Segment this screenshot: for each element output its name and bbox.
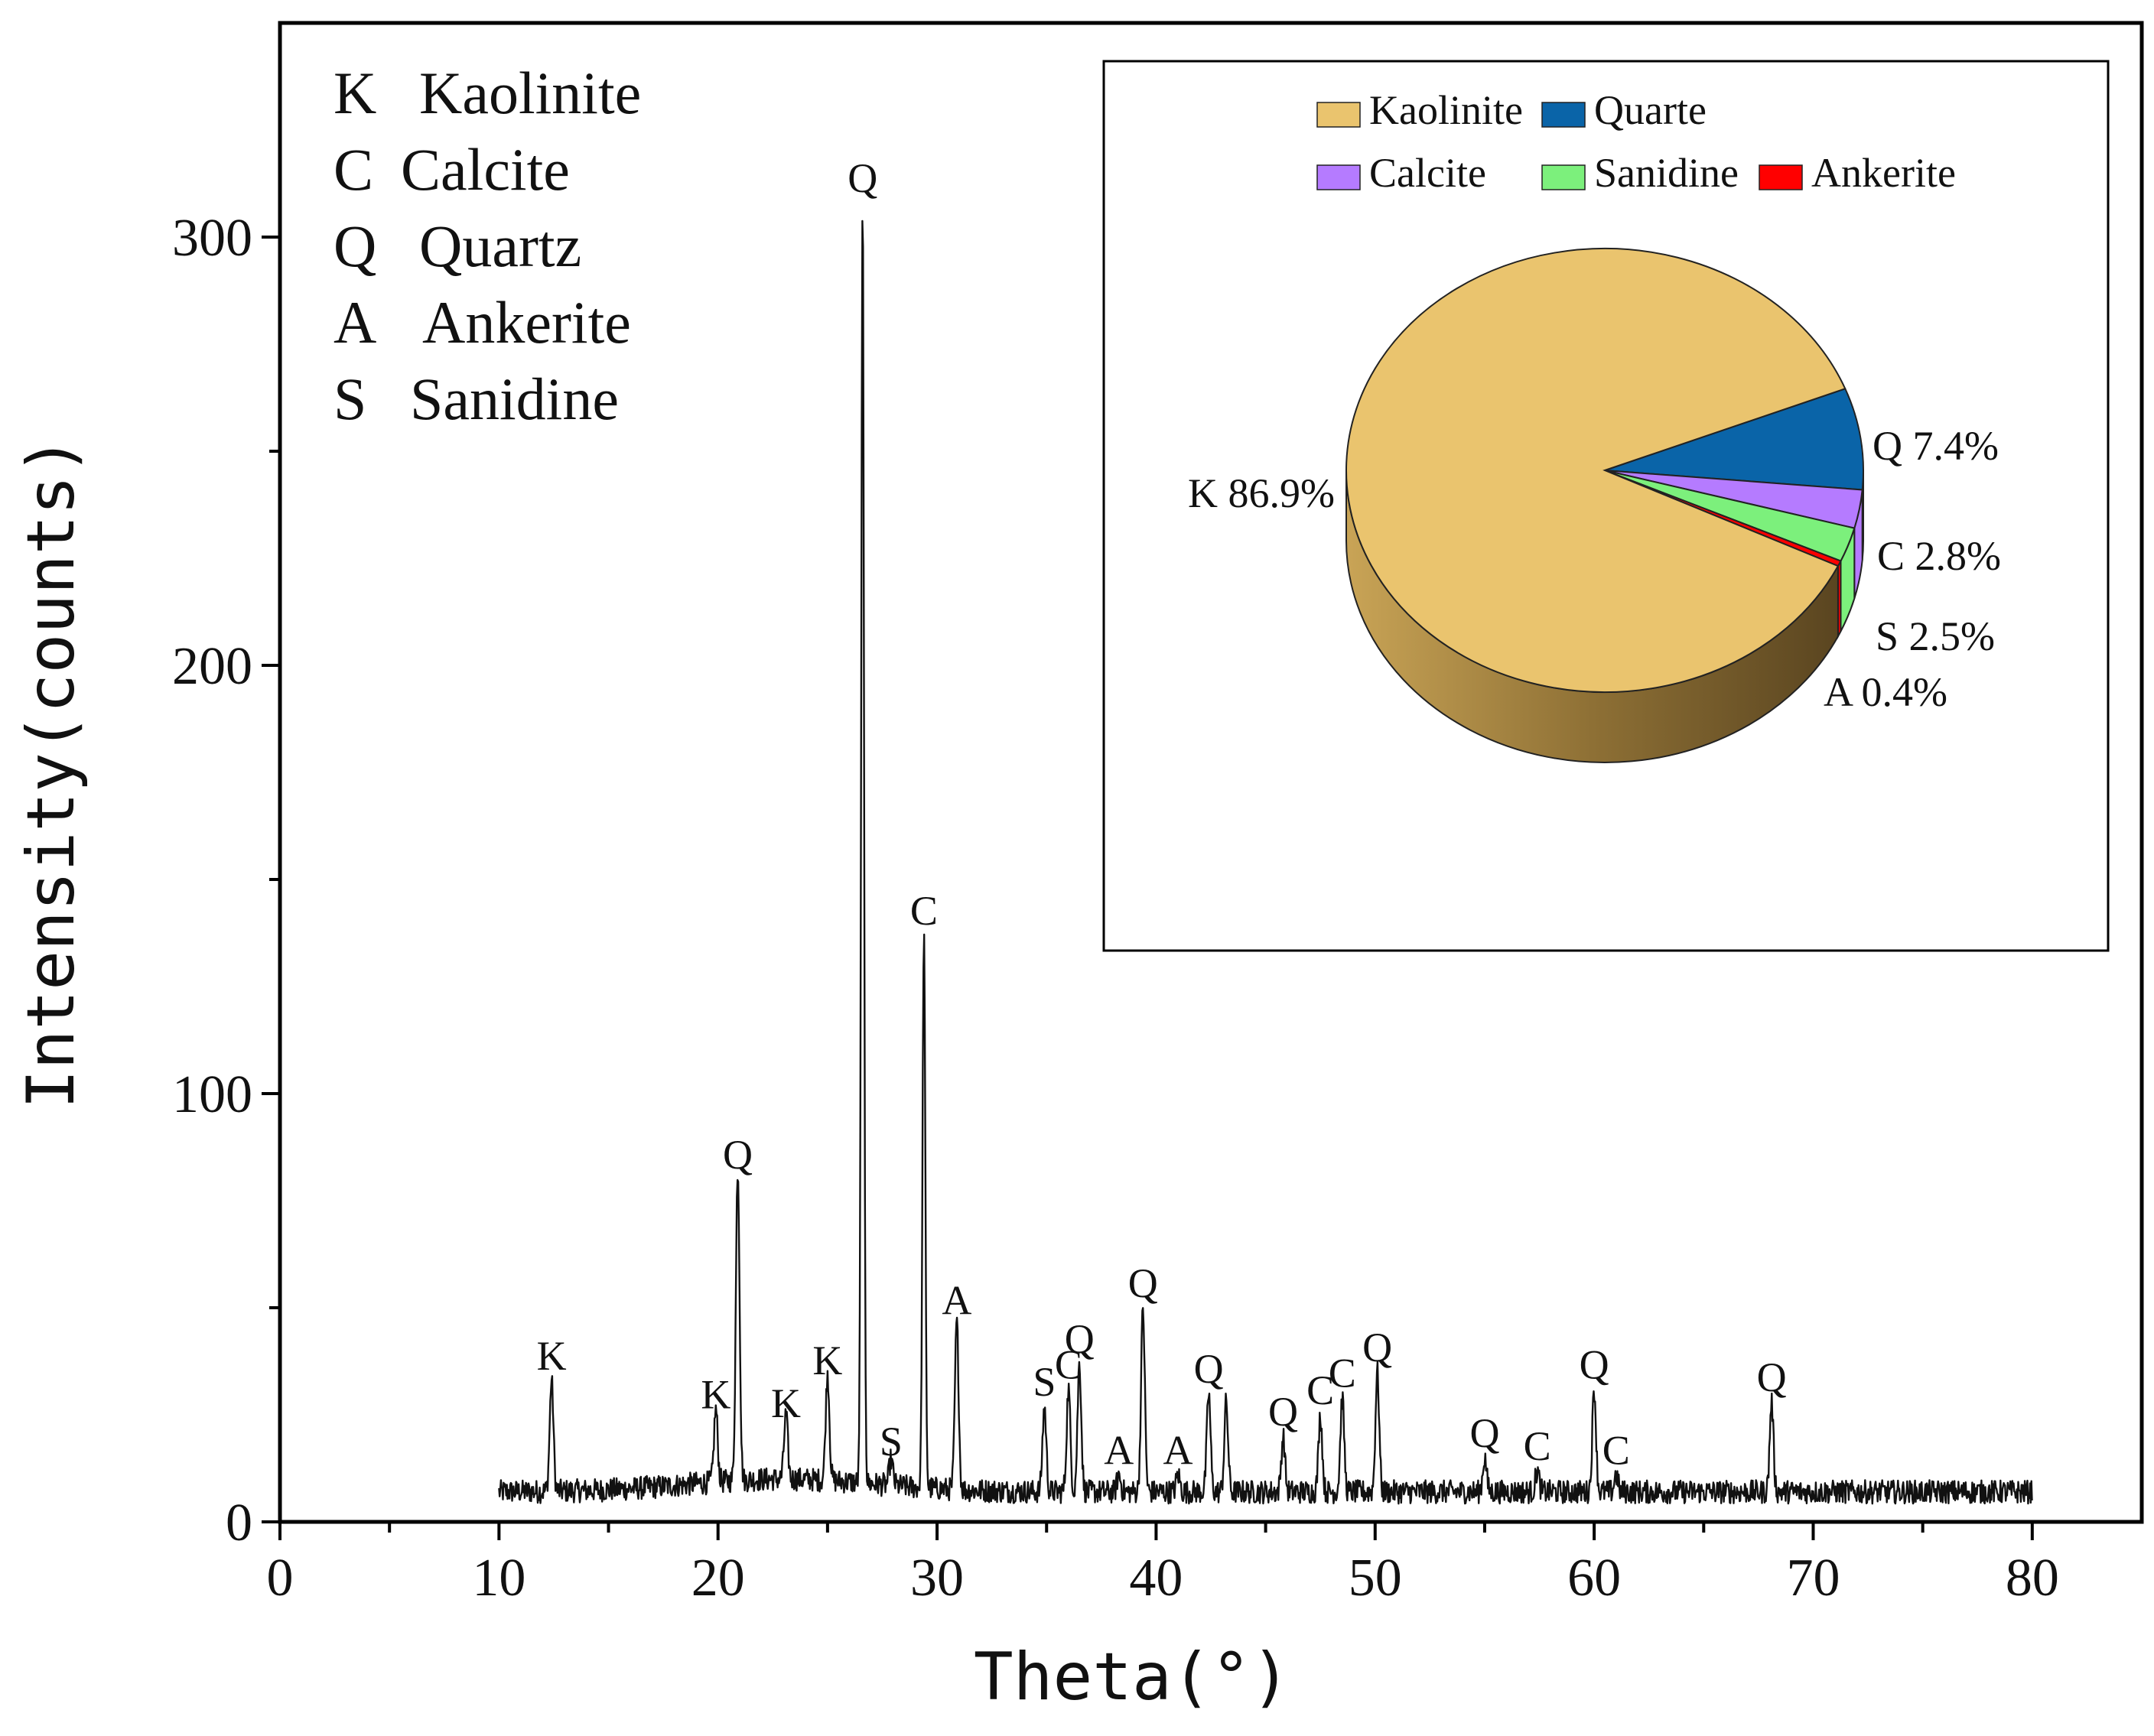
legend-code-kaolinite: K — [334, 60, 376, 126]
legend-code-sanidine: S — [334, 366, 366, 432]
x-tick-label: 40 — [1129, 1549, 1183, 1608]
peak-label: C — [1524, 1423, 1551, 1469]
peak-label: Q — [1194, 1346, 1224, 1392]
peak-label: C — [1055, 1341, 1082, 1387]
peak-label: S — [880, 1419, 903, 1465]
peak-label: C — [1306, 1367, 1334, 1413]
pie-label-quarte: Q 7.4% — [1873, 423, 1999, 469]
y-tick-label: 200 — [172, 637, 252, 696]
inset-frame — [1102, 60, 2110, 952]
pie-label-ankerite: A 0.4% — [1824, 669, 1947, 715]
peak-label: K — [812, 1338, 842, 1383]
peak-label: Q — [1268, 1389, 1298, 1435]
inset-legend-label-quarte: Quarte — [1594, 87, 1707, 133]
inset-legend-swatch-kaolinite — [1316, 102, 1361, 128]
inset-legend-swatch-calcite — [1316, 164, 1361, 190]
peak-label: C — [1329, 1351, 1356, 1396]
peak-label: K — [771, 1380, 801, 1426]
legend-code-calcite: C — [334, 136, 373, 203]
plot-frame — [278, 21, 2144, 1524]
inset-legend-swatch-quarte — [1541, 102, 1586, 128]
pie-label-kaolinite: K 86.9% — [1188, 470, 1335, 516]
peak-label: S — [1033, 1359, 1056, 1405]
x-tick-label: 60 — [1567, 1549, 1621, 1608]
peak-label: Q — [848, 155, 877, 201]
legend-name-kaolinite: Kaolinite — [419, 60, 641, 126]
legend-name-quartz: Quartz — [419, 213, 581, 279]
peak-label: A — [942, 1277, 971, 1323]
legend-name-calcite: Calcite — [401, 136, 570, 203]
peak-label: Q — [1580, 1341, 1609, 1387]
peak-label: Q — [1469, 1410, 1499, 1456]
legend-name-ankerite: Ankerite — [422, 289, 631, 356]
inset-legend-swatch-ankerite — [1759, 164, 1803, 190]
pie-slice-quarte — [1604, 388, 1864, 491]
peak-label: Q — [723, 1132, 753, 1178]
legend-code-quartz: Q — [334, 213, 376, 279]
x-axis-ticks: 0 10 20 30 40 50 60 70 80 — [267, 1522, 2059, 1608]
x-tick-label: 10 — [472, 1549, 525, 1608]
inset-legend-label-calcite: Calcite — [1369, 150, 1486, 196]
peak-label: Q — [1362, 1325, 1392, 1370]
pie-label-calcite: C 2.8% — [1877, 533, 2001, 579]
peak-label: Q — [1065, 1316, 1095, 1362]
inset-legend-label-ankerite: Ankerite — [1811, 150, 1956, 196]
inset-pie-panel: Kaolinite Quarte Calcite Sanidine Ankeri… — [1102, 60, 2110, 952]
inset-legend-label-sanidine: Sanidine — [1594, 150, 1739, 196]
inset-legend-swatch-sanidine — [1541, 164, 1586, 190]
peak-label: Q — [1128, 1260, 1158, 1306]
legend-code-ankerite: A — [334, 289, 376, 356]
x-tick-label: 80 — [2006, 1549, 2059, 1608]
y-axis-title: Intensity(counts) — [13, 436, 89, 1109]
x-tick-label: 30 — [910, 1549, 964, 1608]
pie-slice-kaolinite — [1345, 248, 1847, 694]
peak-label: A — [1163, 1427, 1193, 1473]
inset-legend-label-kaolinite: Kaolinite — [1369, 87, 1523, 133]
x-tick-label: 20 — [691, 1549, 745, 1608]
y-tick-label: 0 — [226, 1494, 252, 1552]
y-tick-label: 100 — [172, 1065, 252, 1124]
pie-label-sanidine: S 2.5% — [1876, 613, 1995, 659]
x-tick-label: 0 — [267, 1549, 294, 1608]
y-tick-label: 300 — [172, 209, 252, 268]
x-axis-title: Theta(°) — [974, 1639, 1290, 1715]
x-tick-label: 50 — [1349, 1549, 1402, 1608]
legend-name-sanidine: Sanidine — [410, 366, 619, 432]
peak-label: C — [1602, 1427, 1630, 1473]
xrd-series-line — [498, 219, 2033, 1505]
phase-legend: K Kaolinite C Calcite Q Quartz A Ankerit… — [334, 60, 641, 432]
pie-slices — [1345, 248, 1864, 694]
y-axis-ticks: 0 100 200 300 — [172, 209, 280, 1552]
peak-label: K — [701, 1372, 730, 1418]
peak-label: K — [537, 1333, 567, 1379]
peak-label: Q — [1757, 1354, 1787, 1400]
x-tick-label: 70 — [1786, 1549, 1840, 1608]
peak-label: A — [1104, 1427, 1134, 1473]
inset-legend: Kaolinite Quarte Calcite Sanidine Ankeri… — [1316, 87, 1956, 196]
peak-label: C — [910, 888, 938, 934]
